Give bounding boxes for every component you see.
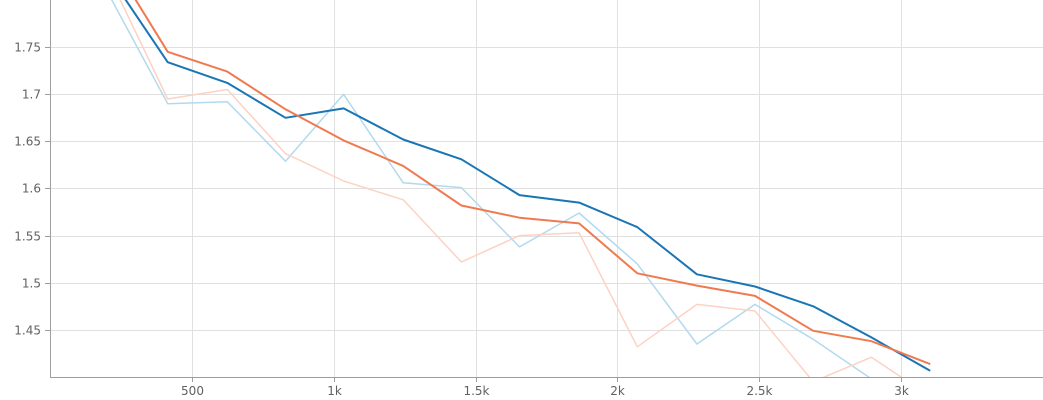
series-line-3 xyxy=(124,0,931,372)
x-tick-label: 2k xyxy=(610,384,625,398)
y-tick-label: 1.65 xyxy=(14,135,41,149)
y-tick-label: 1.55 xyxy=(14,230,41,244)
series-lines xyxy=(110,0,931,377)
x-tick-label: 2.5k xyxy=(746,384,772,398)
series-line-1 xyxy=(110,0,870,377)
tick-labels: 1.45 1.5 1.55 1.6 1.65 1.7 1.75 500 1k 1.5k 2k 2.5k… xyxy=(14,41,909,399)
y-tick-label: 1.45 xyxy=(14,324,41,338)
x-tick-label: 1.5k xyxy=(463,384,489,398)
x-tick-label: 3k xyxy=(894,384,909,398)
grid xyxy=(50,0,1043,377)
series-line-4 xyxy=(134,0,931,365)
y-tick-label: 1.7 xyxy=(22,88,41,102)
x-tick-label: 500 xyxy=(181,384,204,398)
y-tick-label: 1.6 xyxy=(22,182,41,196)
axes xyxy=(45,0,1043,382)
series-line-2 xyxy=(119,0,902,377)
x-tick-label: 1k xyxy=(327,384,342,398)
y-tick-label: 1.75 xyxy=(14,41,41,55)
y-tick-label: 1.5 xyxy=(22,277,41,291)
